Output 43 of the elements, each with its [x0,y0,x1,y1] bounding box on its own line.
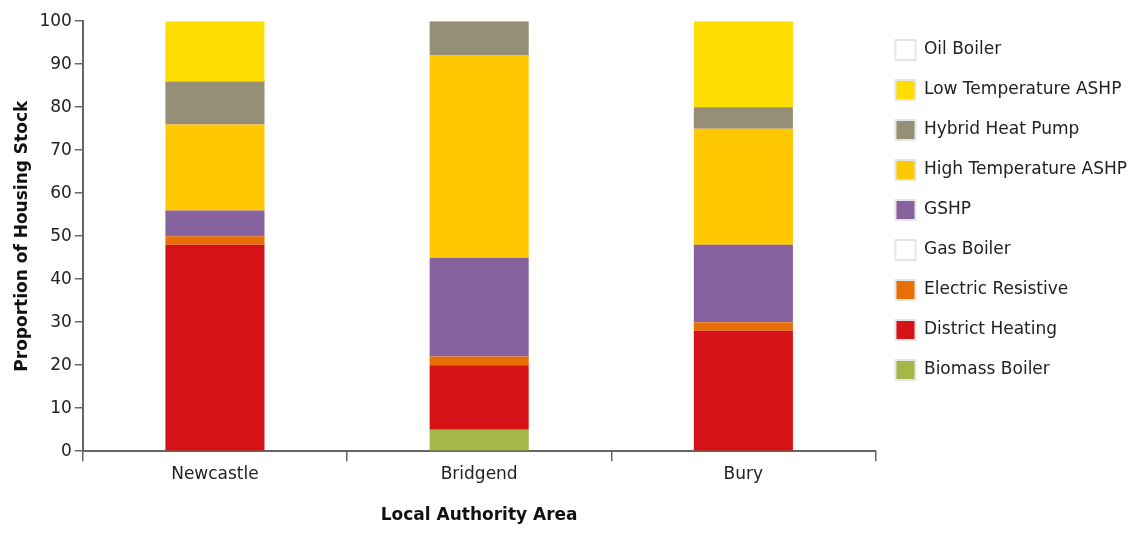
legend-label: High Temperature ASHP [923,158,1128,179]
y-tick-label: 90 [50,52,72,73]
legend-label: Electric Resistive [923,278,1069,299]
bar [165,210,265,237]
bar [693,21,793,108]
bar [429,21,529,56]
bar [693,244,793,323]
y-tick-label: 40 [50,267,72,288]
x-tick-label: Bridgend [440,462,518,483]
y-tick-label: 30 [50,310,72,331]
bar [165,244,265,451]
y-tick-label: 20 [50,353,72,374]
y-tick-label: 70 [50,138,72,159]
legend-label: Biomass Boiler [923,358,1050,379]
y-tick-label: 80 [50,95,72,116]
bar [165,81,265,125]
legend-label: Low Temperature ASHP [923,78,1122,99]
legend-label: Hybrid Heat Pump [923,118,1080,139]
y-tick-label: 0 [61,439,72,460]
y-tick-label: 100 [39,9,72,30]
bar [693,107,793,129]
legend-label: District Heating [923,318,1058,339]
x-axis-title: Local Authority Area [380,504,578,525]
y-tick-label: 50 [50,224,72,245]
bar [693,330,793,451]
y-tick-label: 60 [50,181,72,202]
legend-label: GSHP [923,198,971,219]
bar [429,429,529,451]
bar [429,356,529,366]
bar [693,128,793,245]
bar [429,55,529,258]
x-tick-label: Bury [723,462,764,483]
bar [165,124,265,211]
bar [165,21,265,82]
legend-label: Gas Boiler [923,238,1011,259]
y-tick-label: 10 [50,396,72,417]
legend-label: Oil Boiler [923,38,1002,59]
bar [693,322,793,331]
bar [429,257,529,357]
bar [165,236,265,245]
y-axis-title: Proportion of Housing Stock [10,100,31,372]
bar [429,365,529,430]
x-tick-label: Newcastle [171,462,259,483]
